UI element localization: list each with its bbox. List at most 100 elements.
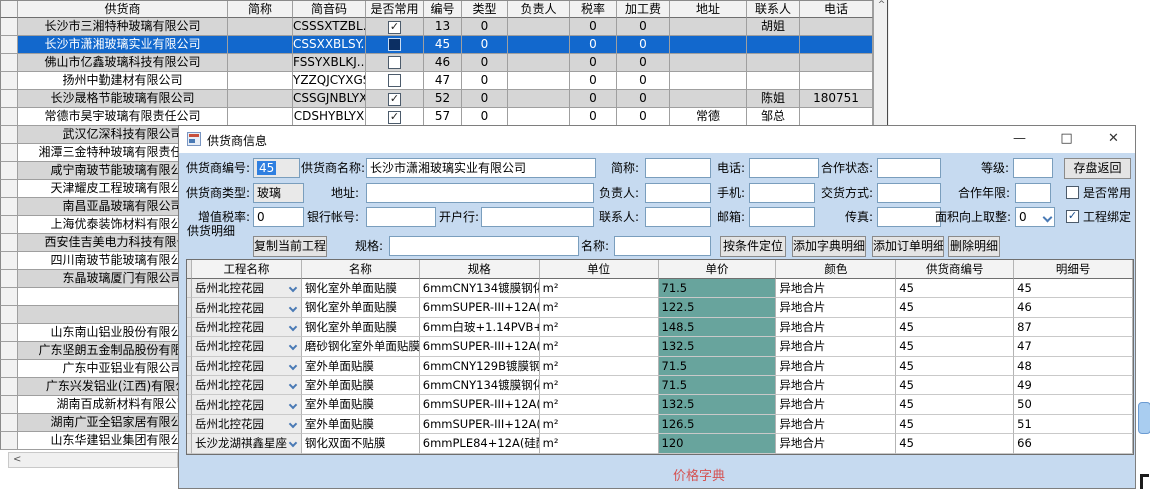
email-field[interactable] xyxy=(749,207,815,227)
address-field[interactable] xyxy=(366,183,594,203)
scroll-up-icon[interactable]: ^ xyxy=(877,0,886,10)
mobile-field[interactable] xyxy=(749,183,815,203)
col-color[interactable]: 颜色 xyxy=(776,260,897,279)
vat-field[interactable]: 0 xyxy=(253,207,304,227)
area-round-combobox[interactable]: 0 xyxy=(1015,207,1055,227)
minimize-button[interactable]: — xyxy=(1013,131,1026,146)
table-row[interactable]: 佛山市亿鑫玻璃科技有限公司 FSSYXBLKJ... 46 0 0 0 xyxy=(0,54,888,72)
detail-row[interactable]: 岳州北控花园 钢化室外单面贴膜 6mm白玻+1.14PVB+6mm... m² … xyxy=(187,317,1134,338)
common-checkbox[interactable] xyxy=(388,38,401,51)
list-item[interactable]: 湘潭三金特种玻璃有限责任公司 xyxy=(0,144,228,162)
common-checkbox[interactable] xyxy=(388,56,401,69)
vertical-scrollbar[interactable]: ^ xyxy=(873,0,889,126)
project-bind-checkbox[interactable] xyxy=(1066,210,1079,223)
list-item[interactable]: 上海优泰装饰材料有限公司 xyxy=(0,216,228,234)
common-checkbox[interactable] xyxy=(388,74,401,87)
col-id[interactable]: 编号 xyxy=(424,1,462,18)
col-supplier[interactable]: 供货商 xyxy=(18,1,228,18)
col-project[interactable]: 工程名称 xyxy=(192,260,302,279)
grade-field[interactable] xyxy=(1013,158,1053,178)
spec-filter-field[interactable] xyxy=(389,236,579,256)
close-button[interactable]: ✕ xyxy=(1108,131,1119,146)
list-item[interactable]: 四川南玻节能玻璃有限公司 xyxy=(0,252,228,270)
table-row[interactable]: 扬州中勤建材有限公司 YZZQJCYXGS 47 0 0 0 xyxy=(0,72,888,90)
project-combobox[interactable]: 岳州北控花园 xyxy=(192,317,302,338)
save-return-button[interactable]: 存盘返回 xyxy=(1064,158,1131,179)
add-dict-detail-button[interactable]: 添加字典明细 xyxy=(792,236,866,257)
list-item[interactable]: 天津耀皮工程玻璃有限公司 xyxy=(0,180,228,198)
list-item[interactable]: 广东中亚铝业有限公司 xyxy=(0,360,228,378)
col-spec[interactable]: 规格 xyxy=(419,260,540,279)
list-item[interactable]: 山东华建铝业集团有限公司 xyxy=(0,432,228,450)
col-contact[interactable]: 联系人 xyxy=(747,1,800,18)
project-combobox[interactable]: 岳州北控花园 xyxy=(192,337,302,357)
abbr-field[interactable] xyxy=(645,158,711,178)
name-filter-field[interactable] xyxy=(614,236,711,256)
bank-account-field[interactable] xyxy=(366,207,436,227)
table-row[interactable]: 常德市昊宇玻璃有限责任公司 CDSHYBLYX 57 0 0 0 常德 邹总 xyxy=(0,108,888,126)
col-unit[interactable]: 单位 xyxy=(539,260,659,279)
list-item[interactable]: 南昌亚晶玻璃有限公司 xyxy=(0,198,228,216)
project-combobox[interactable]: 岳州北控花园 xyxy=(192,375,302,396)
table-row[interactable]: 长沙晟格节能玻璃有限公司 CSSGJNBLYXGS 52 0 0 0 陈姐 18… xyxy=(0,90,888,108)
col-detail-id[interactable]: 明细号 xyxy=(1014,260,1134,279)
col-tax[interactable]: 税率 xyxy=(570,1,617,18)
list-item[interactable]: 广东兴发铝业(江西)有限公司 xyxy=(0,378,228,396)
supplier-type-field[interactable]: 玻璃 xyxy=(253,183,304,203)
project-combobox[interactable]: 岳州北控花园 xyxy=(192,298,302,318)
scroll-left-icon[interactable]: < xyxy=(13,454,22,465)
project-combobox[interactable]: 岳州北控花园 xyxy=(192,356,302,376)
delete-detail-button[interactable]: 删除明细 xyxy=(948,236,1000,257)
bank-field[interactable] xyxy=(481,207,594,227)
supplier-name-field[interactable]: 长沙市潇湘玻璃实业有限公司 xyxy=(366,158,596,178)
col-name[interactable]: 名称 xyxy=(301,260,420,279)
col-phone[interactable]: 电话 xyxy=(800,1,873,18)
manager-field[interactable] xyxy=(645,183,711,203)
common-use-checkbox[interactable] xyxy=(1066,186,1079,199)
table-row[interactable]: 长沙市三湘特种玻璃有限公司 CSSSXTZBL... 13 0 0 0 胡姐 xyxy=(0,18,888,36)
detail-row[interactable]: 岳州北控花园 室外单面贴膜 6mmSUPER-III+12A(硅... m² 1… xyxy=(187,395,1134,415)
detail-row[interactable]: 岳州北控花园 室外单面贴膜 6mmCNY129B镀膜钢化 m² 71.5 异地合… xyxy=(187,356,1134,376)
project-combobox[interactable]: 岳州北控花园 xyxy=(192,395,302,415)
col-common[interactable]: 是否常用 xyxy=(366,1,424,18)
add-order-detail-button[interactable]: 添加订单明细 xyxy=(872,236,944,257)
phone-field[interactable] xyxy=(749,158,819,178)
detail-row[interactable]: 岳州北控花园 磨砂钢化室外单面贴膜 6mmSUPER-III+12A(硅... … xyxy=(187,337,1134,357)
locate-by-condition-button[interactable]: 按条件定位 xyxy=(720,236,786,257)
project-combobox[interactable]: 岳州北控花园 xyxy=(192,414,302,435)
maximize-button[interactable]: □ xyxy=(1060,131,1073,146)
list-item[interactable]: 湖南广亚全铝家居有限公司 xyxy=(0,414,228,432)
detail-row[interactable]: 岳州北控花园 钢化室外单面贴膜 6mmCNY134镀膜钢化 m² 71.5 异地… xyxy=(187,279,1134,299)
col-abbr[interactable]: 简称 xyxy=(228,1,293,18)
detail-row[interactable]: 岳州北控花园 室外单面贴膜 6mmSUPER-III+12A(硅... m² 1… xyxy=(187,414,1134,435)
col-supplier-id[interactable]: 供货商编号 xyxy=(896,260,1015,279)
common-checkbox[interactable] xyxy=(388,93,401,106)
project-combobox[interactable]: 长沙龙湖祺鑫星座 xyxy=(192,434,302,454)
coop-status-field[interactable] xyxy=(877,158,941,178)
common-checkbox[interactable] xyxy=(388,21,401,34)
detail-row[interactable]: 岳州北控花园 钢化室外单面贴膜 6mmSUPER-III+12A(硅... m²… xyxy=(187,298,1134,318)
contact-field[interactable] xyxy=(645,207,711,227)
col-type[interactable]: 类型 xyxy=(462,1,508,18)
supplier-no-field[interactable]: 45 xyxy=(253,158,300,178)
detail-row[interactable]: 岳州北控花园 室外单面贴膜 6mmCNY134镀膜钢化 m² 71.5 异地合片… xyxy=(187,375,1134,396)
col-address[interactable]: 地址 xyxy=(670,1,747,18)
list-item[interactable]: 山东南山铝业股份有限公司 xyxy=(0,324,228,342)
list-item[interactable] xyxy=(0,288,228,306)
col-manager[interactable]: 负责人 xyxy=(508,1,570,18)
col-code[interactable]: 简音码 xyxy=(293,1,366,18)
list-item[interactable] xyxy=(0,306,228,324)
list-item[interactable]: 咸宁南玻节能玻璃有限公司 xyxy=(0,162,228,180)
coop-years-field[interactable] xyxy=(1015,183,1051,203)
col-price[interactable]: 单价 xyxy=(658,260,777,279)
delivery-field[interactable] xyxy=(877,183,941,203)
project-combobox[interactable]: 岳州北控花园 xyxy=(192,279,302,299)
col-fee[interactable]: 加工费 xyxy=(617,1,670,18)
right-scrollbar-thumb[interactable] xyxy=(1138,402,1150,434)
horizontal-scrollbar[interactable]: < xyxy=(8,452,178,468)
fax-field[interactable] xyxy=(877,207,941,227)
detail-row[interactable]: 长沙龙湖祺鑫星座 钢化双面不贴膜 6mmPLE84+12A(硅酮胶... m² … xyxy=(187,434,1134,454)
table-row[interactable]: 长沙市潇湘玻璃实业有限公司 CSSXXBLSY... 45 0 0 0 xyxy=(0,36,888,54)
copy-current-project-button[interactable]: 复制当前工程 xyxy=(253,236,327,257)
common-checkbox[interactable] xyxy=(388,111,401,124)
